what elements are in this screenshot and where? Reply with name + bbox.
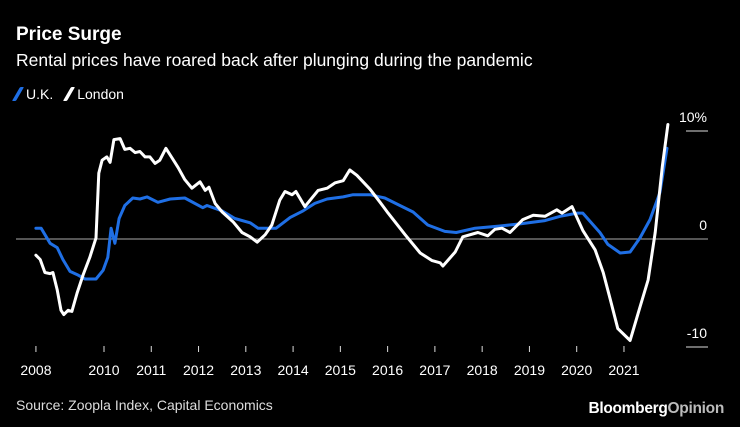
- x-tick-label: 2020: [561, 362, 592, 378]
- y-tick-label: -10: [687, 325, 707, 341]
- chart-title: Price Surge: [16, 24, 122, 45]
- x-tick-label: 2010: [88, 362, 119, 378]
- x-tick-label: 2019: [514, 362, 545, 378]
- series-line-london: [34, 123, 670, 342]
- bloomberg-opinion-logo: BloombergOpinion: [588, 400, 724, 418]
- x-tick-label: 2015: [325, 362, 356, 378]
- x-tick-label: 2012: [183, 362, 214, 378]
- logo-bloomberg: Bloomberg: [588, 400, 668, 417]
- x-tick-label: 2017: [419, 362, 450, 378]
- x-tick-label: 2018: [467, 362, 498, 378]
- x-tick-label: 2011: [136, 362, 166, 378]
- x-tick-label: 2021: [608, 362, 639, 378]
- x-tick-label: 2008: [20, 362, 51, 378]
- series-line-uk: [34, 146, 669, 281]
- legend-label-london: London: [77, 86, 124, 102]
- legend: U.K. London: [11, 86, 124, 102]
- legend-item-london: London: [63, 86, 124, 102]
- x-tick-label: 2016: [372, 362, 403, 378]
- legend-label-uk: U.K.: [26, 86, 54, 102]
- y-tick-label: 10%: [679, 109, 707, 125]
- x-tick-label: 2014: [278, 362, 309, 378]
- legend-item-uk: U.K.: [11, 86, 54, 102]
- chart-subtitle: Rental prices have roared back after plu…: [16, 50, 533, 70]
- source-note: Source: Zoopla Index, Capital Economics: [16, 397, 273, 413]
- x-tick-label: 2013: [230, 362, 261, 378]
- logo-opinion: Opinion: [667, 400, 725, 417]
- y-tick-label: 0: [699, 217, 707, 233]
